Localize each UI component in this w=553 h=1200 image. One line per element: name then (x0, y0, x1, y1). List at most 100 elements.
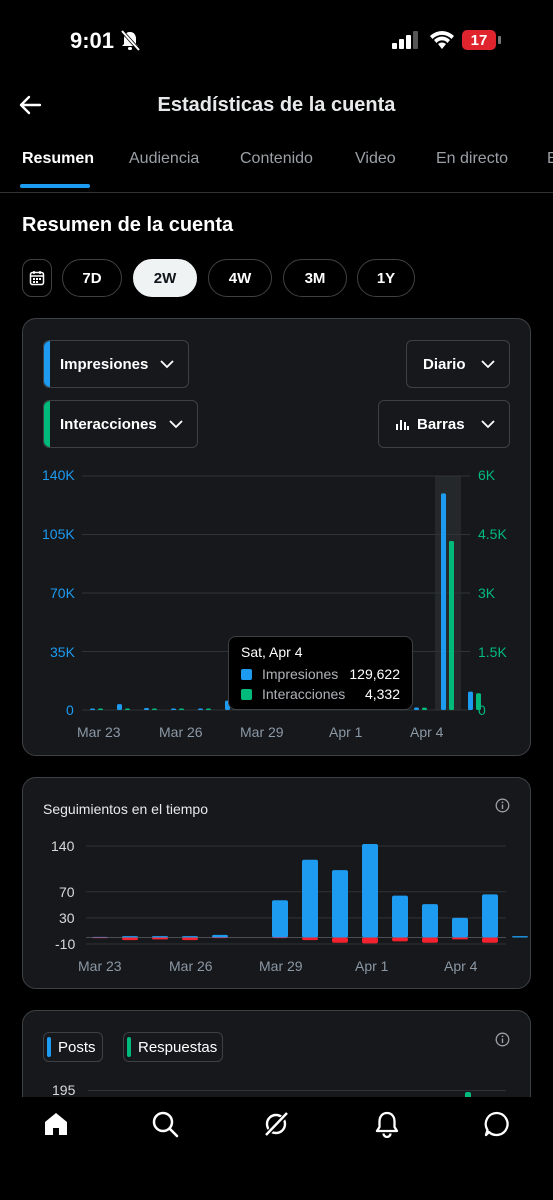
follows-y-tick-2: 30 (59, 910, 75, 926)
follows-loss-bar (392, 937, 408, 942)
metric2-dropdown[interactable]: Interacciones (43, 400, 198, 448)
range-4w-button[interactable]: 4W (208, 259, 272, 297)
chevron-down-icon (481, 359, 495, 368)
tab-en-directo[interactable]: En directo (436, 150, 509, 167)
follows-y-tick-1: 70 (59, 884, 75, 900)
follows-gain-bar (362, 844, 378, 938)
impressions-bar (468, 691, 473, 710)
left-tick-2: 70K (50, 585, 75, 601)
follows-gain-bar (182, 936, 198, 938)
right-tick-0: 6K (478, 467, 496, 483)
metric2-label: Interacciones (60, 415, 157, 433)
follows-chart[interactable] (0, 0, 553, 990)
tab-active-indicator (20, 184, 90, 188)
period-dropdown[interactable]: Diario (406, 340, 510, 388)
home-icon[interactable] (42, 1110, 70, 1138)
chevron-down-icon (169, 419, 183, 428)
follows-loss-bar (92, 937, 108, 939)
impressions-bar (198, 708, 203, 710)
left-tick-1: 105K (42, 526, 75, 542)
follows-loss-bar (272, 937, 288, 939)
follows-gain-bar (212, 934, 228, 938)
interactions-bar (125, 708, 130, 710)
follows-gain-bar (272, 900, 288, 938)
section-title: Resumen de la cuenta (22, 214, 234, 236)
interactions-bar (422, 707, 427, 710)
follows-x-tick-0: Mar 23 (78, 958, 122, 974)
notifications-icon[interactable] (373, 1110, 401, 1138)
interactions-bar (449, 541, 454, 710)
follows-gain-bar (392, 895, 408, 938)
back-arrow-icon[interactable] (18, 93, 42, 117)
period-label: Diario (423, 355, 466, 373)
left-tick-3: 35K (50, 644, 75, 660)
tab-video[interactable]: Video (355, 150, 396, 167)
right-tick-4: 0 (478, 702, 486, 718)
legend-posts[interactable]: Posts (43, 1032, 103, 1062)
info-icon[interactable] (495, 1032, 510, 1047)
follows-loss-bar (302, 937, 318, 941)
signal-icon (392, 31, 418, 49)
follows-x-tick-1: Mar 26 (169, 958, 213, 974)
follows-x-tick-3: Apr 1 (355, 958, 389, 974)
follows-loss-bar (122, 937, 138, 941)
range-1y-button[interactable]: 1Y (357, 259, 415, 297)
legend-respuestas[interactable]: Respuestas (123, 1032, 223, 1062)
range-7d-button[interactable]: 7D (62, 259, 122, 297)
wifi-icon (430, 31, 454, 49)
range-2w-button[interactable]: 2W (133, 259, 197, 297)
follows-gain-bar (512, 936, 528, 938)
legend-posts-label: Posts (58, 1038, 96, 1056)
info-icon[interactable] (495, 798, 510, 813)
left-tick-0: 140K (42, 467, 75, 483)
follows-loss-bar (212, 937, 228, 939)
tab-resumen[interactable]: Resumen (22, 150, 95, 167)
left-tick-4: 0 (66, 702, 74, 718)
calendar-icon (29, 271, 45, 286)
tooltip-row-impressions: Impresiones 129,622 (241, 666, 400, 682)
tooltip-row-interactions: Interacciones 4,332 (241, 686, 400, 702)
x-tick-1: Mar 26 (159, 724, 203, 740)
follows-chart-title: Seguimientos en el tiempo (43, 801, 208, 817)
metric1-accent (44, 341, 50, 387)
follows-gain-bar (482, 894, 498, 938)
calendar-button[interactable] (22, 259, 52, 297)
search-icon[interactable] (151, 1110, 179, 1138)
follows-loss-bar (482, 937, 498, 943)
interactions-bar (152, 708, 157, 710)
grok-icon[interactable] (262, 1110, 290, 1138)
tab-contenido[interactable]: Contenido (240, 150, 313, 167)
metric1-dropdown[interactable]: Impresiones (43, 340, 189, 388)
battery-indicator: 17 (462, 30, 496, 50)
follows-loss-bar (152, 937, 168, 940)
tab-audiencia[interactable]: Audiencia (129, 150, 200, 167)
follows-loss-bar (452, 937, 468, 940)
chart-type-dropdown[interactable]: Barras (378, 400, 510, 448)
range-3m-button[interactable]: 3M (283, 259, 347, 297)
posts-accent (47, 1037, 51, 1057)
x-tick-2: Mar 29 (240, 724, 284, 740)
follows-gain-bar (302, 859, 318, 938)
right-tick-2: 3K (478, 585, 496, 601)
messages-icon[interactable] (483, 1110, 511, 1138)
impressions-bar (441, 493, 446, 710)
follows-loss-bar (182, 937, 198, 941)
tab-more[interactable]: E (547, 150, 553, 167)
legend-respuestas-label: Respuestas (138, 1038, 218, 1056)
follows-gain-bar (122, 936, 138, 938)
tooltip-label: Impresiones (262, 666, 339, 682)
impressions-bar (144, 707, 149, 710)
bar-chart-icon (396, 420, 409, 430)
interactions-swatch (241, 688, 252, 700)
impressions-bar (414, 707, 419, 710)
follows-loss-bar (332, 937, 348, 943)
page-title: Estadísticas de la cuenta (157, 94, 396, 116)
tooltip-value: 4,332 (364, 686, 400, 702)
chart-type-label: Barras (417, 415, 465, 433)
battery-nub (498, 36, 501, 44)
metric1-label: Impresiones (60, 355, 149, 373)
tooltip-label: Interacciones (262, 686, 346, 702)
follows-chart-card (22, 777, 531, 989)
posts-bar-peek (465, 1092, 471, 1098)
impressions-bar (171, 708, 176, 710)
